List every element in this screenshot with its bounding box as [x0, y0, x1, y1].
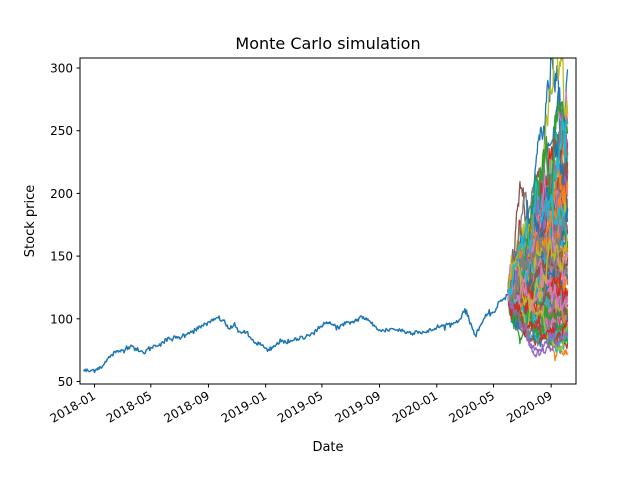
plot-area — [82, 58, 569, 374]
x-tick-label: 2020-05 — [447, 388, 497, 425]
y-tick-label: 250 — [50, 124, 73, 138]
simulation-path-line — [507, 291, 569, 344]
x-tick-label: 2020-09 — [504, 388, 554, 425]
historical-price-line — [82, 293, 509, 374]
x-tick-label: 2018-05 — [104, 388, 154, 425]
x-tick-label: 2020-01 — [390, 388, 440, 425]
x-tick-label: 2019-05 — [275, 388, 325, 425]
simulation-path-line — [507, 204, 569, 309]
y-axis-label: Stock price — [23, 185, 38, 257]
y-tick-label: 200 — [50, 187, 73, 201]
plot-frame — [79, 57, 577, 385]
simulation-path-line — [507, 291, 569, 357]
simulation-path-line — [507, 100, 569, 311]
y-tick-label: 100 — [50, 312, 73, 326]
x-tick-label: 2019-09 — [333, 388, 383, 425]
y-tick-label: 50 — [58, 375, 73, 389]
simulation-path-line — [507, 118, 569, 298]
x-tick-label: 2018-01 — [48, 388, 98, 425]
simulation-path-line — [507, 125, 569, 292]
simulation-path-line — [507, 264, 569, 312]
y-tick-label: 150 — [50, 250, 73, 264]
y-tick-label: 300 — [50, 62, 73, 76]
chart-title: Monte Carlo simulation — [235, 34, 420, 53]
y-axis: 50 100 150 200 250 300 — [50, 62, 80, 389]
x-tick-label: 2018-09 — [162, 388, 212, 425]
x-axis: 2018-01 2018-05 2018-09 2019-01 2019-05 2019-… — [48, 384, 555, 426]
x-axis-label: Date — [312, 440, 343, 455]
x-tick-label: 2019-01 — [219, 388, 269, 425]
simulation-path-line — [507, 215, 569, 303]
simulation-path-line — [507, 251, 569, 300]
